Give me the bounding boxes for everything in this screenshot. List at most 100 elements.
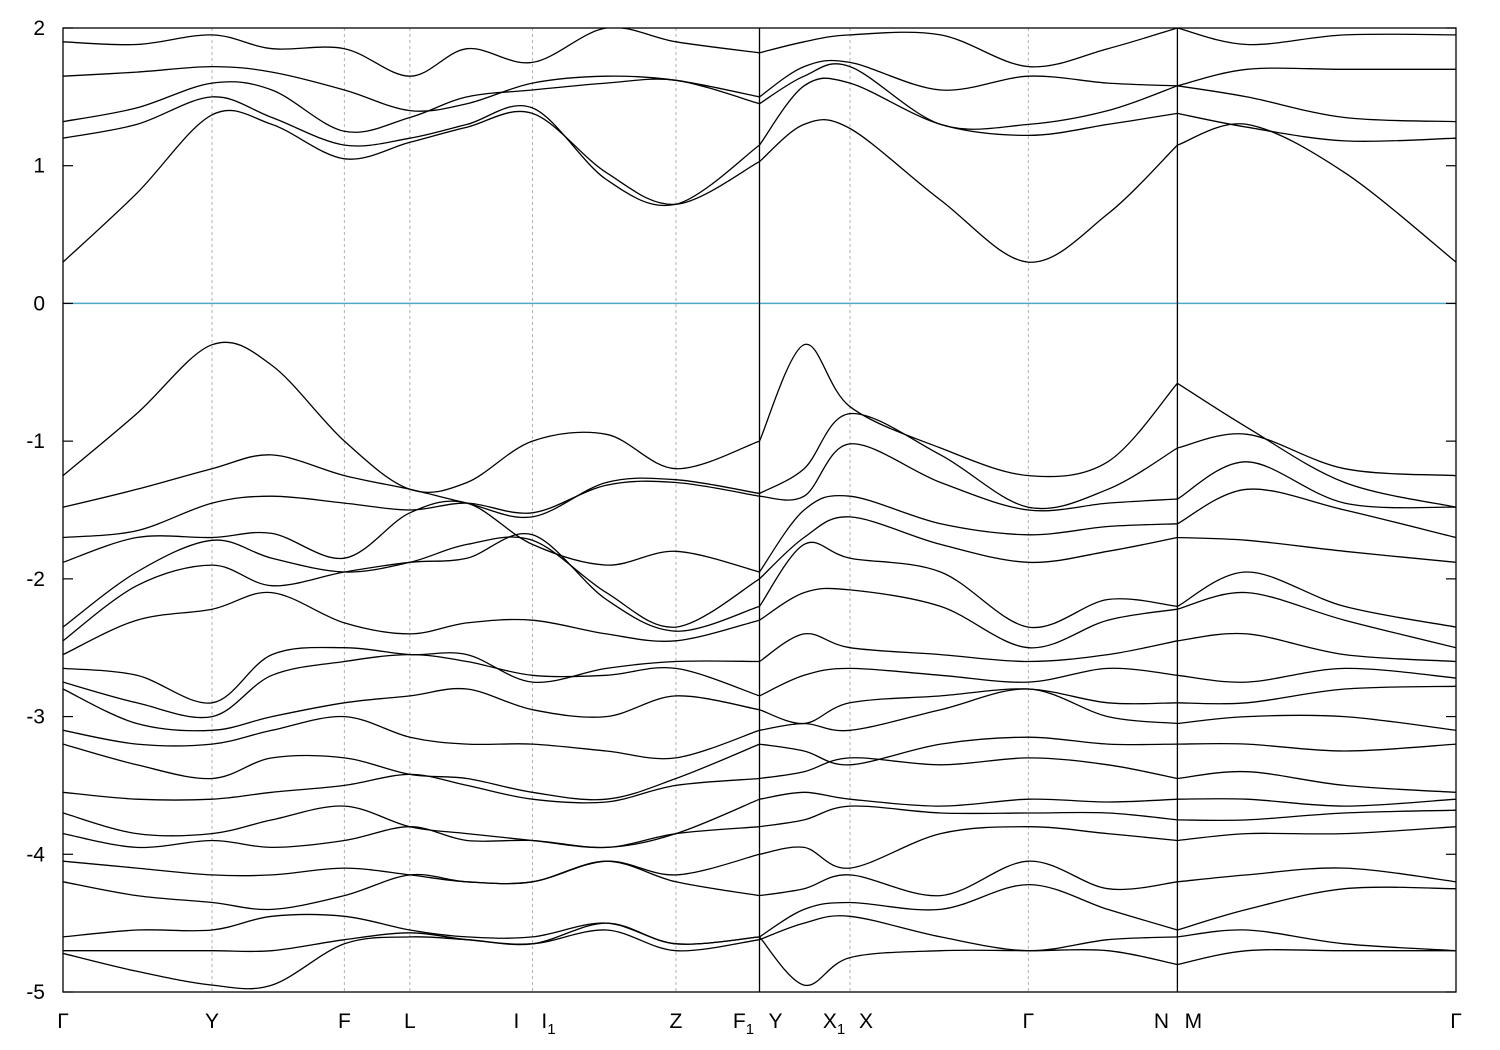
band-line	[1177, 28, 1456, 46]
band-line	[63, 28, 760, 77]
band-line	[759, 587, 1178, 649]
band-line	[759, 736, 1178, 766]
band-line	[1177, 667, 1456, 683]
band-line	[758, 541, 1178, 629]
y-tick-label: -1	[26, 430, 45, 453]
y-tick-label: 2	[33, 17, 45, 40]
y-tick-label: 1	[33, 155, 45, 178]
band-line	[63, 646, 760, 704]
band-line	[63, 798, 760, 849]
plot-frame	[62, 27, 1457, 993]
band-line	[1177, 742, 1456, 752]
band-line	[759, 28, 1178, 68]
band-line	[1177, 949, 1456, 966]
band-line	[63, 591, 760, 656]
band-line	[63, 922, 760, 990]
band-line	[63, 109, 760, 263]
x-tick-label-f-1: F1	[733, 1010, 754, 1038]
x-tick-label-gamma: Γ	[1450, 1010, 1462, 1033]
band-line	[1177, 382, 1456, 508]
band-line	[1177, 632, 1456, 663]
band-line	[1177, 826, 1456, 842]
band-line	[759, 757, 1178, 780]
band-line	[1177, 867, 1456, 883]
band-line	[1177, 886, 1456, 931]
x-tick-label-x: X	[859, 1010, 873, 1033]
segment-breaks	[758, 28, 1179, 992]
x-tick-label-y: Y	[205, 1010, 219, 1033]
y-tick-label: -3	[26, 706, 45, 729]
band-curves	[63, 28, 1456, 990]
x-tick-subscript: 1	[837, 1021, 845, 1038]
band-line	[63, 78, 760, 133]
band-line	[759, 412, 1178, 510]
band-line	[1177, 685, 1456, 705]
band-line	[63, 743, 760, 801]
y-axis-ticks: -5 -4 -3 -2 -1 0 1 2	[26, 17, 1456, 1004]
y-tick-label: -2	[26, 568, 45, 591]
band-line	[1177, 433, 1456, 477]
x-tick-label-l: L	[404, 1010, 416, 1033]
band-line	[63, 65, 760, 112]
x-tick-label-n: N	[1154, 1010, 1169, 1033]
band-line	[1177, 770, 1456, 793]
x-tick-label-m: M	[1185, 1010, 1203, 1033]
band-line	[759, 443, 1178, 512]
band-line	[758, 494, 1178, 573]
band-line	[759, 826, 1178, 869]
band-line	[63, 773, 760, 804]
band-line	[1177, 929, 1456, 952]
band-line	[1177, 461, 1456, 509]
band-line	[63, 500, 760, 573]
band-line	[759, 883, 1178, 938]
band-line	[63, 826, 760, 849]
x-tick-label-y: Y	[768, 1010, 782, 1033]
x-tick-label-x-1: X1	[823, 1010, 845, 1038]
band-line	[1177, 67, 1456, 87]
band-line	[63, 96, 760, 207]
band-line	[1177, 571, 1456, 628]
band-line	[1177, 85, 1456, 123]
band-line	[63, 715, 760, 760]
x-tick-label-gamma: Γ	[57, 1010, 69, 1033]
band-line	[63, 687, 760, 732]
band-line	[759, 860, 1178, 897]
band-line	[759, 667, 1178, 697]
band-line	[759, 688, 1178, 732]
band-line	[63, 480, 760, 539]
band-line	[759, 63, 1178, 130]
x-tick-label-z: Z	[670, 1010, 683, 1033]
band-line	[759, 791, 1178, 807]
band-line	[758, 343, 1178, 478]
band-line	[1177, 798, 1456, 807]
x-tick-subscript: 1	[746, 1021, 754, 1038]
x-tick-label-i-1: I1	[541, 1010, 555, 1038]
band-line	[1177, 591, 1456, 649]
band-line	[63, 860, 760, 911]
x-tick-subscript: 1	[547, 1021, 555, 1038]
band-line	[759, 936, 1178, 986]
band-line	[759, 119, 1178, 263]
band-line	[63, 532, 760, 642]
band-line	[759, 516, 1178, 580]
x-tick-label-i: I	[514, 1010, 520, 1033]
y-tick-label: -5	[26, 981, 45, 1004]
band-line	[1177, 488, 1456, 539]
band-line	[1177, 714, 1456, 731]
band-line	[63, 454, 760, 519]
x-axis-ticks: Γ Y F L I I1 Z F1 Y X1 X Γ N M Γ	[57, 1010, 1462, 1038]
x-tick-label-gamma: Γ	[1023, 1010, 1035, 1033]
y-tick-label: -4	[26, 843, 45, 866]
band-line	[63, 536, 760, 628]
band-line	[63, 653, 760, 719]
y-tick-label: 0	[33, 292, 45, 315]
band-line	[759, 805, 1178, 828]
band-line	[63, 341, 760, 493]
band-line	[63, 913, 760, 945]
band-line	[1177, 112, 1456, 143]
band-line	[759, 633, 1178, 663]
x-tick-label-f: F	[338, 1010, 351, 1033]
band-line	[759, 59, 1178, 98]
band-line	[1177, 123, 1456, 263]
